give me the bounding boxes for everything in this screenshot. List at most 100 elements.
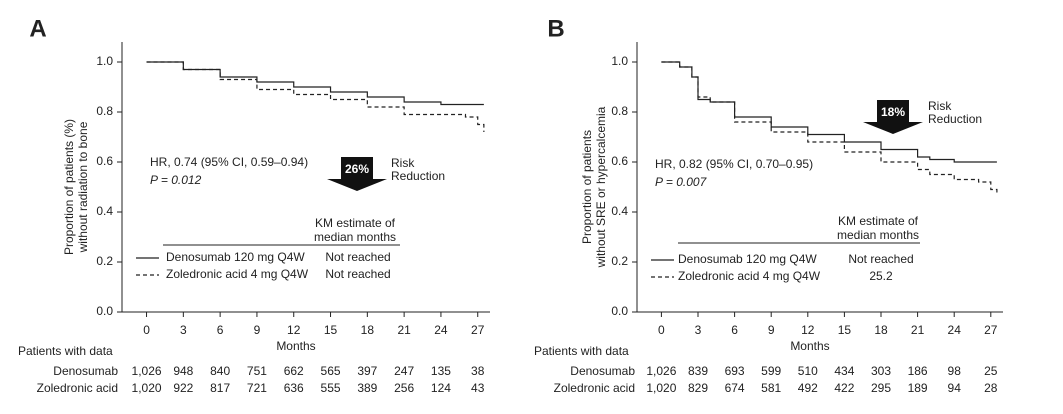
- survival-curve: [146, 61, 484, 106]
- at-risk-value: 186: [908, 364, 928, 378]
- at-risk-value: 555: [321, 381, 341, 395]
- at-risk-value: 25: [984, 364, 998, 378]
- x-tick-label: 15: [324, 323, 338, 337]
- reduction-label: 18%: [881, 105, 905, 119]
- km-header: KM estimate of: [315, 216, 396, 230]
- at-risk-value: 38: [471, 364, 485, 378]
- at-risk-value: 256: [394, 381, 414, 395]
- at-risk-value: 948: [173, 364, 193, 378]
- x-tick-label: 18: [874, 323, 888, 337]
- y-axis-label: without SRE or hypercalcemia: [594, 106, 608, 268]
- legend-label: Zoledronic acid 4 mg Q4W: [166, 267, 309, 281]
- at-risk-value: 636: [284, 381, 304, 395]
- at-risk-value: 581: [761, 381, 781, 395]
- y-tick-label: 0.4: [96, 204, 113, 218]
- x-tick-label: 21: [911, 323, 925, 337]
- median-value: Not reached: [325, 250, 390, 264]
- x-tick-label: 9: [768, 323, 775, 337]
- at-risk-value: 829: [688, 381, 708, 395]
- y-axis-label: Proportion of patients: [580, 130, 594, 244]
- x-tick-label: 0: [143, 323, 150, 337]
- at-risk-title: Patients with data: [534, 344, 629, 358]
- km-header: median months: [837, 228, 919, 242]
- at-risk-value: 247: [394, 364, 414, 378]
- at-risk-value: 721: [247, 381, 267, 395]
- x-tick-label: 12: [801, 323, 815, 337]
- x-tick-label: 6: [217, 323, 224, 337]
- y-tick-label: 0.2: [611, 254, 628, 268]
- at-risk-value: 94: [948, 381, 962, 395]
- median-value: Not reached: [325, 267, 390, 281]
- at-risk-value: 674: [725, 381, 745, 395]
- x-axis-label: Months: [276, 339, 315, 353]
- y-tick-label: 0.0: [611, 304, 628, 318]
- at-risk-name: Denosumab: [570, 364, 635, 378]
- at-risk-value: 189: [908, 381, 928, 395]
- x-tick-label: 0: [658, 323, 665, 337]
- reduction-text: Reduction: [928, 112, 982, 126]
- at-risk-name: Denosumab: [53, 364, 118, 378]
- reduction-arrow: [327, 157, 387, 191]
- at-risk-value: 28: [984, 381, 998, 395]
- at-risk-value: 510: [798, 364, 818, 378]
- hr-text: HR, 0.82 (95% CI, 0.70–0.95): [655, 157, 813, 171]
- at-risk-value: 397: [357, 364, 377, 378]
- y-tick-label: 0.6: [611, 154, 628, 168]
- at-risk-value: 565: [321, 364, 341, 378]
- at-risk-value: 1,020: [132, 381, 162, 395]
- p-text: P = 0.012: [150, 173, 202, 187]
- at-risk-value: 751: [247, 364, 267, 378]
- x-tick-label: 27: [471, 323, 485, 337]
- reduction-text: Risk: [391, 156, 415, 170]
- x-tick-label: 15: [838, 323, 852, 337]
- km-header: KM estimate of: [838, 214, 919, 228]
- y-tick-label: 0.6: [96, 154, 113, 168]
- x-tick-label: 3: [695, 323, 702, 337]
- y-tick-label: 0.0: [96, 304, 113, 318]
- at-risk-value: 1,020: [646, 381, 676, 395]
- at-risk-value: 303: [871, 364, 891, 378]
- legend-label: Denosumab 120 mg Q4W: [166, 250, 305, 264]
- at-risk-value: 817: [210, 381, 230, 395]
- x-tick-label: 21: [397, 323, 411, 337]
- at-risk-value: 839: [688, 364, 708, 378]
- at-risk-value: 295: [871, 381, 891, 395]
- x-tick-label: 6: [731, 323, 738, 337]
- legend-label: Zoledronic acid 4 mg Q4W: [678, 269, 821, 283]
- y-axis-label: without radiation to bone: [76, 121, 90, 253]
- at-risk-value: 422: [834, 381, 854, 395]
- x-tick-label: 12: [287, 323, 301, 337]
- legend-label: Denosumab 120 mg Q4W: [678, 252, 817, 266]
- x-tick-label: 27: [984, 323, 998, 337]
- at-risk-value: 1,026: [132, 364, 162, 378]
- x-tick-label: 24: [948, 323, 962, 337]
- survival-curve: [661, 61, 997, 163]
- median-value: Not reached: [848, 252, 913, 266]
- reduction-text: Risk: [928, 99, 952, 113]
- at-risk-value: 662: [284, 364, 304, 378]
- at-risk-value: 389: [357, 381, 377, 395]
- y-tick-label: 1.0: [611, 54, 628, 68]
- reduction-label: 26%: [345, 162, 369, 176]
- at-risk-value: 434: [834, 364, 854, 378]
- x-axis-label: Months: [790, 339, 829, 353]
- at-risk-value: 492: [798, 381, 818, 395]
- y-tick-label: 0.4: [611, 204, 628, 218]
- x-tick-label: 9: [254, 323, 261, 337]
- y-tick-label: 0.8: [611, 104, 628, 118]
- y-tick-label: 0.8: [96, 104, 113, 118]
- reduction-text: Reduction: [391, 169, 445, 183]
- x-tick-label: 3: [180, 323, 187, 337]
- at-risk-value: 135: [431, 364, 451, 378]
- at-risk-name: Zoledronic acid: [37, 381, 118, 395]
- at-risk-value: 98: [948, 364, 962, 378]
- km-header: median months: [314, 230, 396, 244]
- reduction-arrow: [863, 100, 923, 134]
- at-risk-value: 1,026: [646, 364, 676, 378]
- at-risk-value: 922: [173, 381, 193, 395]
- at-risk-value: 124: [431, 381, 451, 395]
- panel-label: A: [29, 15, 46, 42]
- y-tick-label: 0.2: [96, 254, 113, 268]
- x-tick-label: 18: [361, 323, 375, 337]
- at-risk-value: 693: [725, 364, 745, 378]
